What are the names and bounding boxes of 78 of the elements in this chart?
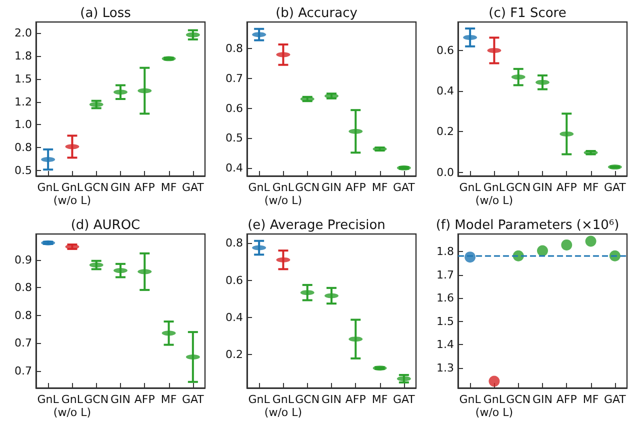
y-tick-label: 0.8 xyxy=(14,308,32,322)
point xyxy=(488,376,500,387)
x-tick-label: AFP xyxy=(345,393,366,406)
y-tick-label: 1.8 xyxy=(436,244,454,258)
x-tick-label: GCN xyxy=(506,393,531,406)
x-tick-label: MF xyxy=(582,393,599,406)
x-tick-label: GIN xyxy=(532,393,552,406)
y-tick-label: 0.8 xyxy=(226,236,243,250)
x-tick-label: AFP xyxy=(134,393,156,406)
point xyxy=(537,245,548,256)
chart-title: (c) F1 Score xyxy=(488,6,566,21)
y-tick-label: 1.6 xyxy=(436,292,454,305)
chart-title: (b) Accuracy xyxy=(276,6,358,21)
chart-title: (f) Model Parameters (×10⁶) xyxy=(436,218,620,233)
x-tick-label: GCN xyxy=(295,181,320,194)
x-tick-label: GIN xyxy=(110,393,130,406)
y-tick-label: 0.4 xyxy=(436,84,454,98)
y-tick-label: 1.0 xyxy=(14,118,32,132)
x-tick-label: GAT xyxy=(604,393,626,406)
chart-title: (d) AUROC xyxy=(70,218,140,233)
y-tick-label: 1.8 xyxy=(14,49,32,62)
y-tick-label: 0.9 xyxy=(14,254,32,267)
chart-title: (e) Average Precision xyxy=(248,218,386,233)
x-tick-label: GCN xyxy=(84,393,109,406)
point xyxy=(464,252,476,263)
y-tick-label: 0.8 xyxy=(14,141,32,154)
x-tick-label: GnL xyxy=(37,181,60,194)
y-tick-label: 0.7 xyxy=(14,364,32,378)
y-tick-label: 0.4 xyxy=(226,162,243,175)
y-tick-label: 1.3 xyxy=(436,361,454,374)
x-tick-label: GnL xyxy=(248,181,271,194)
point xyxy=(585,236,596,247)
y-tick-label: 0.6 xyxy=(226,102,243,115)
x-tick-label: GIN xyxy=(110,181,130,194)
x-tick-label: GnL xyxy=(459,181,482,194)
x-tick-label: MF xyxy=(372,393,388,406)
y-tick-label: 0.5 xyxy=(226,132,243,145)
y-tick-label: 0.0 xyxy=(436,166,454,179)
y-tick-label: 0.2 xyxy=(436,125,454,138)
y-tick-label: 0.8 xyxy=(226,42,243,55)
x-tick-label: AFP xyxy=(134,181,156,194)
point xyxy=(561,239,572,250)
y-tick-label: 0.7 xyxy=(226,72,243,85)
x-tick-label: GCN xyxy=(84,181,109,194)
chart-title: (a) Loss xyxy=(80,6,132,21)
y-tick-label: 1.5 xyxy=(436,314,454,328)
y-tick-label: 1.5 xyxy=(14,72,32,86)
x-tick-label: GnL xyxy=(459,393,482,406)
y-tick-label: 1.7 xyxy=(436,268,454,282)
y-tick-label: 0.8 xyxy=(14,281,32,294)
x-tick-label: GAT xyxy=(392,181,416,194)
x-tick-label: MF xyxy=(160,393,177,406)
x-tick-label: AFP xyxy=(345,181,366,194)
x-tick-label: GCN xyxy=(295,393,320,406)
y-tick-label: 0.6 xyxy=(226,274,243,287)
x-tick-label: MF xyxy=(160,181,177,194)
x-tick-label: GIN xyxy=(532,181,552,194)
x-tick-label: GAT xyxy=(182,181,204,194)
y-tick-label: 0.7 xyxy=(14,336,32,350)
x-tick-label: GIN xyxy=(322,181,342,194)
y-tick-label: 0.2 xyxy=(226,348,243,362)
x-tick-label: GAT xyxy=(604,181,626,194)
y-tick-label: 1.4 xyxy=(436,338,454,352)
y-tick-label: 0.4 xyxy=(226,311,243,324)
x-tick-label: GIN xyxy=(322,393,342,406)
x-tick-label: GnL xyxy=(37,393,60,406)
x-tick-label: MF xyxy=(372,181,388,194)
x-tick-label: GAT xyxy=(392,393,416,406)
x-tick-label: GCN xyxy=(506,181,531,194)
y-tick-label: 0.5 xyxy=(14,164,32,177)
x-tick-label: GnL xyxy=(248,393,271,406)
x-tick-label: GAT xyxy=(182,393,204,406)
x-tick-label: AFP xyxy=(556,181,578,194)
y-tick-label: 2.0 xyxy=(14,26,32,40)
y-tick-label: 0.6 xyxy=(436,44,454,57)
x-tick-label: AFP xyxy=(556,393,578,406)
x-tick-label: MF xyxy=(582,181,599,194)
y-tick-label: 1.2 xyxy=(14,95,32,108)
